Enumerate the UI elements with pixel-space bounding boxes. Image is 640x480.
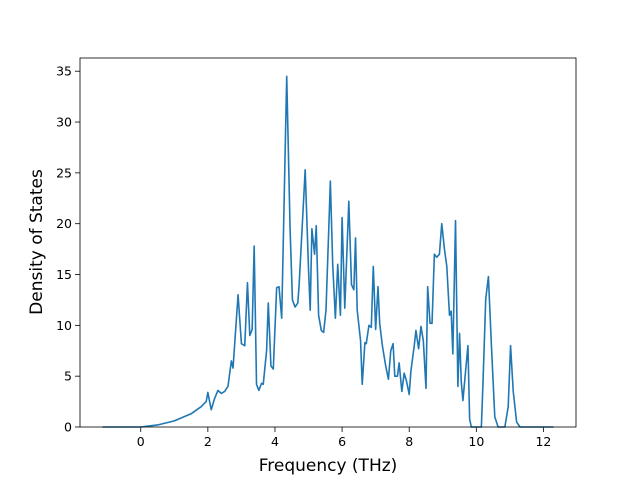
y-tick-label: 15 <box>56 267 72 282</box>
x-axis-label: Frequency (THz) <box>259 456 398 476</box>
x-tick-label: 6 <box>338 434 346 449</box>
x-tick-label: 2 <box>204 434 212 449</box>
y-tick-label: 20 <box>56 216 72 231</box>
y-axis-label: Density of States <box>27 169 47 315</box>
y-tick-label: 0 <box>64 420 72 435</box>
x-tick-label: 8 <box>405 434 413 449</box>
y-tick-label: 35 <box>56 64 72 79</box>
y-tick-label: 30 <box>56 115 72 130</box>
x-tick-label: 12 <box>535 434 551 449</box>
x-tick-label: 0 <box>137 434 145 449</box>
x-tick-label: 4 <box>271 434 279 449</box>
x-tick-label: 10 <box>468 434 484 449</box>
y-tick-label: 5 <box>64 369 72 384</box>
plot-frame <box>79 57 577 428</box>
y-tick-label: 25 <box>56 165 72 180</box>
data-line <box>102 75 554 428</box>
y-tick-label: 10 <box>56 318 72 333</box>
